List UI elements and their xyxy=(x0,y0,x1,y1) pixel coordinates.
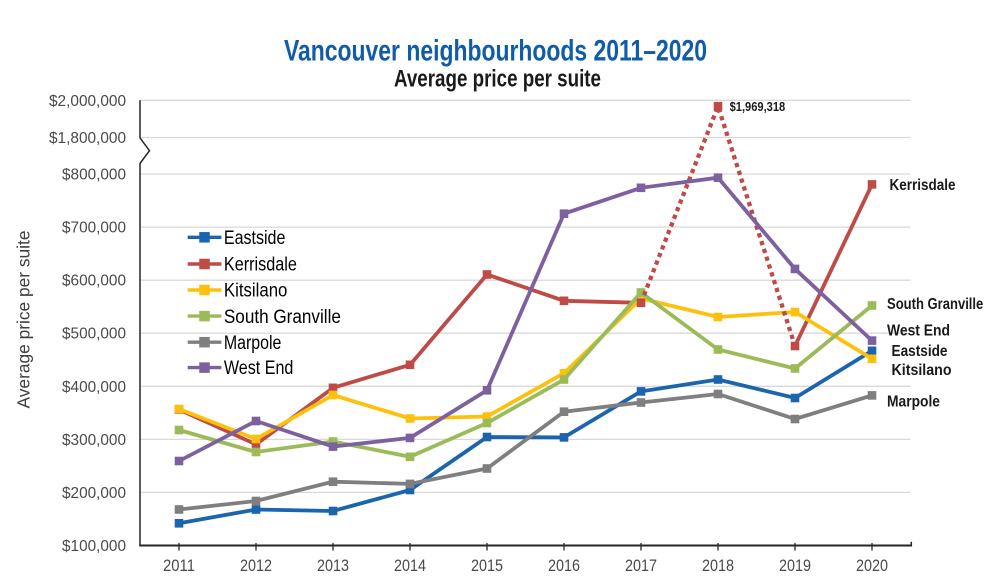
svg-text:2020: 2020 xyxy=(856,557,888,575)
svg-text:$100,000: $100,000 xyxy=(62,538,126,555)
svg-text:2012: 2012 xyxy=(240,557,272,575)
svg-text:$600,000: $600,000 xyxy=(62,273,126,290)
svg-text:Marpole: Marpole xyxy=(224,333,282,354)
svg-text:2016: 2016 xyxy=(548,557,580,575)
svg-text:2015: 2015 xyxy=(471,557,503,575)
svg-text:$700,000: $700,000 xyxy=(62,220,126,237)
svg-text:Kitsilano: Kitsilano xyxy=(224,281,288,302)
svg-text:2019: 2019 xyxy=(779,557,811,575)
svg-text:Eastside: Eastside xyxy=(892,343,948,360)
svg-text:$200,000: $200,000 xyxy=(62,485,126,502)
svg-text:Average price per suite: Average price per suite xyxy=(14,231,34,409)
svg-text:South Granville: South Granville xyxy=(887,296,983,313)
svg-text:$300,000: $300,000 xyxy=(62,432,126,449)
svg-text:Kerrisdale: Kerrisdale xyxy=(224,255,297,276)
svg-text:Vancouver neighbourhoods 2011–: Vancouver neighbourhoods 2011–2020 xyxy=(284,35,707,68)
svg-text:$2,000,000: $2,000,000 xyxy=(49,93,126,110)
svg-text:2014: 2014 xyxy=(394,557,426,575)
svg-text:Eastside: Eastside xyxy=(224,228,286,249)
svg-text:2017: 2017 xyxy=(625,557,657,575)
svg-text:West End: West End xyxy=(887,322,950,339)
svg-text:South Granville: South Granville xyxy=(224,307,341,328)
svg-text:West End: West End xyxy=(224,358,294,379)
svg-text:Average price per suite: Average price per suite xyxy=(394,66,601,93)
svg-text:$800,000: $800,000 xyxy=(62,167,126,184)
svg-text:2018: 2018 xyxy=(702,557,734,575)
svg-text:Marpole: Marpole xyxy=(887,394,940,411)
svg-text:2011: 2011 xyxy=(163,557,195,575)
svg-text:$1,969,318: $1,969,318 xyxy=(730,99,786,114)
svg-text:$400,000: $400,000 xyxy=(62,379,126,396)
svg-text:$500,000: $500,000 xyxy=(62,326,126,343)
svg-text:2013: 2013 xyxy=(317,557,349,575)
svg-text:$1,800,000: $1,800,000 xyxy=(49,130,126,147)
svg-text:Kitsilano: Kitsilano xyxy=(892,362,952,379)
svg-text:Kerrisdale: Kerrisdale xyxy=(890,177,956,194)
